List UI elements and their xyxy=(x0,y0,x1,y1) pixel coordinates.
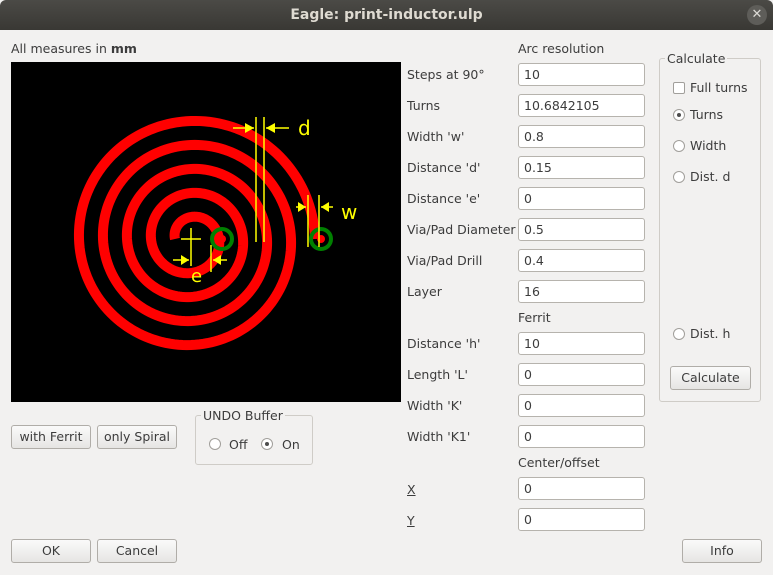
undo-on-radio[interactable] xyxy=(261,438,273,450)
x-input[interactable]: 0 xyxy=(518,477,645,500)
via-drill-input[interactable]: 0.4 xyxy=(518,249,645,272)
dimension-annotations xyxy=(173,117,333,272)
distance-d-input[interactable]: 0.15 xyxy=(518,156,645,179)
pad-inner-icon xyxy=(210,227,234,251)
distance-d-label: Distance 'd' xyxy=(407,160,481,175)
undo-buffer-title: UNDO Buffer xyxy=(201,408,285,423)
distance-h-label: Distance 'h' xyxy=(407,336,481,351)
pad-outer-icon xyxy=(309,227,333,251)
steps-input[interactable]: 10 xyxy=(518,63,645,86)
distance-h-input[interactable]: 10 xyxy=(518,332,645,355)
turns-input[interactable]: 10.6842105 xyxy=(518,94,645,117)
calc-dist-d-label[interactable]: Dist. d xyxy=(690,169,731,184)
via-diameter-label: Via/Pad Diameter xyxy=(407,222,516,237)
undo-off-radio[interactable] xyxy=(209,438,221,450)
width-k-input[interactable]: 0 xyxy=(518,394,645,417)
arc-resolution-heading: Arc resolution xyxy=(518,41,605,56)
undo-off-label[interactable]: Off xyxy=(229,437,248,452)
x-label: X xyxy=(407,482,416,497)
calculate-group-title: Calculate xyxy=(665,51,728,66)
pad-inner-hole xyxy=(218,235,226,243)
close-icon[interactable]: ✕ xyxy=(747,5,767,25)
turns-label: Turns xyxy=(407,98,441,113)
cancel-button[interactable]: Cancel xyxy=(97,539,177,563)
label-d: d xyxy=(298,116,311,140)
width-w-label: Width 'w' xyxy=(407,129,465,144)
calculate-button[interactable]: Calculate xyxy=(670,366,751,390)
dimension-arrowheads xyxy=(181,123,329,265)
calc-turns-label[interactable]: Turns xyxy=(690,107,724,122)
spiral-diagram: d w e xyxy=(73,115,357,351)
window-title: Eagle: print-inductor.ulp xyxy=(290,7,483,23)
full-turns-label[interactable]: Full turns xyxy=(690,80,748,95)
width-k1-input[interactable]: 0 xyxy=(518,425,645,448)
measures-note: All measures in mm xyxy=(11,41,137,56)
calc-turns-radio[interactable] xyxy=(673,109,685,121)
label-w: w xyxy=(341,200,357,224)
length-l-input[interactable]: 0 xyxy=(518,363,645,386)
via-drill-label: Via/Pad Drill xyxy=(407,253,483,268)
layer-label: Layer xyxy=(407,284,442,299)
window-titlebar: Eagle: print-inductor.ulp ✕ xyxy=(0,0,773,30)
with-ferrit-button[interactable]: with Ferrit xyxy=(11,425,91,449)
ferrit-heading: Ferrit xyxy=(518,310,551,325)
distance-e-input[interactable]: 0 xyxy=(518,187,645,210)
calc-dist-d-radio[interactable] xyxy=(673,171,685,183)
ok-button[interactable]: OK xyxy=(11,539,91,563)
layer-input[interactable]: 16 xyxy=(518,280,645,303)
pad-outer-hole xyxy=(317,235,325,243)
calc-dist-h-radio[interactable] xyxy=(673,328,685,340)
measures-unit: mm xyxy=(110,41,137,56)
calc-dist-h-label[interactable]: Dist. h xyxy=(690,326,731,341)
inductor-preview-image: d w e xyxy=(11,62,401,402)
width-k1-label: Width 'K1' xyxy=(407,429,471,444)
length-l-label: Length 'L' xyxy=(407,367,468,382)
y-label: Y xyxy=(407,513,415,528)
measures-prefix: All measures in xyxy=(11,41,107,56)
undo-on-label[interactable]: On xyxy=(282,437,300,452)
calc-width-radio[interactable] xyxy=(673,140,685,152)
only-spiral-button[interactable]: only Spiral xyxy=(97,425,177,449)
width-k-label: Width 'K' xyxy=(407,398,463,413)
full-turns-checkbox[interactable] xyxy=(673,82,685,94)
spiral-trace xyxy=(73,115,320,351)
calc-width-label[interactable]: Width xyxy=(690,138,727,153)
via-diameter-input[interactable]: 0.5 xyxy=(518,218,645,241)
y-input[interactable]: 0 xyxy=(518,508,645,531)
width-w-input[interactable]: 0.8 xyxy=(518,125,645,148)
center-offset-heading: Center/offset xyxy=(518,455,600,470)
info-button[interactable]: Info xyxy=(682,539,762,563)
distance-e-label: Distance 'e' xyxy=(407,191,481,206)
steps-label: Steps at 90° xyxy=(407,67,485,82)
label-e: e xyxy=(191,266,202,287)
